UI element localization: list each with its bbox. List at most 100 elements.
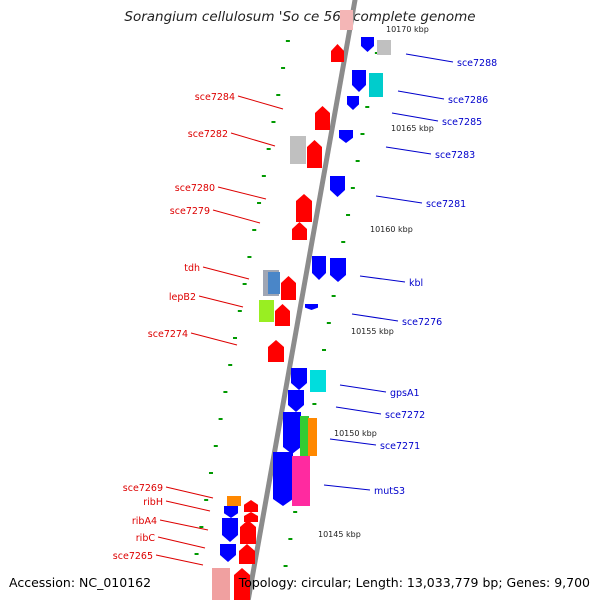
reverse-gene [305, 304, 318, 310]
tick-mark [331, 295, 336, 297]
misc-gene [259, 300, 274, 322]
rna-gene [377, 40, 391, 55]
tick-mark [261, 175, 266, 177]
misc-gene [300, 416, 309, 456]
tick-mark [218, 418, 223, 420]
tick-mark [271, 121, 276, 123]
scale-label: 10145 kbp [318, 530, 361, 539]
tick-mark [204, 499, 209, 501]
label-leader-line [339, 384, 387, 393]
reverse-gene [220, 544, 236, 562]
gene-label-sce7286[interactable]: sce7286 [448, 95, 488, 106]
tick-mark [213, 445, 218, 447]
tick-mark [346, 214, 351, 216]
tick-mark [257, 202, 262, 204]
label-leader-line [155, 554, 204, 566]
label-leader-line [230, 132, 276, 147]
tick-mark [242, 283, 247, 285]
label-leader-line [351, 313, 399, 322]
tick-mark [281, 67, 286, 69]
forward-gene [315, 106, 330, 130]
forward-gene [268, 340, 284, 362]
reverse-gene [330, 258, 346, 282]
reverse-gene [288, 390, 304, 412]
gene-label-sce7288[interactable]: sce7288 [457, 58, 497, 69]
label-leader-line [329, 438, 377, 446]
scale-label-partial: 10170 kbp [386, 25, 429, 34]
forward-gene [281, 276, 296, 300]
gene-label-muts3[interactable]: mutS3 [374, 486, 405, 497]
label-leader-line [391, 112, 439, 122]
gene-label-ribh[interactable]: ribH [143, 497, 163, 508]
forward-gene [307, 140, 322, 168]
misc-gene [308, 418, 317, 456]
genome-summary-text: Topology: circular; Length: 13,033,779 b… [238, 575, 590, 590]
label-leader-line [217, 186, 267, 200]
gene-label-sce7272[interactable]: sce7272 [385, 410, 425, 421]
gene-label-sce7279[interactable]: sce7279 [170, 206, 210, 217]
tick-mark [237, 310, 242, 312]
forward-gene [275, 304, 290, 326]
gene-label-sce7271[interactable]: sce7271 [380, 441, 420, 452]
gene-label-sce7282[interactable]: sce7282 [188, 129, 228, 140]
reverse-gene [291, 368, 307, 390]
gene-label-gpsa1[interactable]: gpsA1 [390, 388, 420, 399]
tick-mark [199, 526, 204, 528]
scale-label: 10155 kbp [351, 327, 394, 336]
trna-gene [369, 73, 383, 97]
tick-mark [374, 52, 379, 54]
tick-mark [341, 241, 346, 243]
gene-label-sce7265[interactable]: sce7265 [113, 551, 153, 562]
scale-label: 10150 kbp [334, 429, 377, 438]
misc-gene [292, 456, 310, 506]
tick-mark [283, 565, 288, 567]
label-leader-line [335, 406, 382, 415]
pseudogene-block [212, 568, 230, 600]
tick-mark [288, 538, 293, 540]
scale-label: 10160 kbp [370, 225, 413, 234]
gene-label-riba4[interactable]: ribA4 [132, 516, 157, 527]
tick-mark [326, 322, 331, 324]
forward-gene [331, 44, 344, 62]
tick-mark [247, 256, 252, 258]
gene-label-sce7284[interactable]: sce7284 [195, 92, 235, 103]
gene-label-sce7274[interactable]: sce7274 [148, 329, 188, 340]
scale-label: 10165 kbp [391, 124, 434, 133]
gene-label-lepb2[interactable]: lepB2 [169, 292, 196, 303]
label-leader-line [165, 486, 214, 499]
reverse-gene [330, 176, 345, 197]
gene-label-sce7280[interactable]: sce7280 [175, 183, 215, 194]
gene-label-sce7269[interactable]: sce7269 [123, 483, 163, 494]
tick-mark [266, 148, 271, 150]
label-leader-line [198, 295, 244, 308]
gene-label-sce7283[interactable]: sce7283 [435, 150, 475, 161]
gene-label-kbl[interactable]: kbl [409, 278, 423, 289]
reverse-gene [283, 412, 301, 454]
tick-mark [233, 337, 238, 339]
tick-mark [285, 40, 290, 42]
tick-mark [365, 106, 370, 108]
tick-mark [276, 94, 281, 96]
reverse-gene [224, 506, 238, 518]
label-leader-line [359, 275, 406, 283]
gene-label-sce7276[interactable]: sce7276 [402, 317, 442, 328]
tick-mark [293, 511, 298, 513]
tick-mark [350, 187, 355, 189]
gene-label-ribc[interactable]: ribC [136, 533, 156, 544]
gene-label-sce7285[interactable]: sce7285 [442, 117, 482, 128]
label-leader-line [202, 266, 250, 280]
misc-gene [227, 496, 241, 506]
label-leader-line [397, 90, 445, 100]
tick-mark [208, 472, 213, 474]
reverse-gene [222, 518, 238, 542]
tick-mark [312, 403, 317, 405]
label-leader-line [165, 500, 211, 512]
gene-label-tdh[interactable]: tdh [184, 263, 200, 274]
forward-gene [244, 512, 258, 522]
genome-backbone [245, 0, 358, 600]
reverse-gene [339, 130, 353, 143]
misc-gene [268, 272, 280, 294]
tick-mark [223, 391, 228, 393]
gene-label-sce7281[interactable]: sce7281 [426, 199, 466, 210]
